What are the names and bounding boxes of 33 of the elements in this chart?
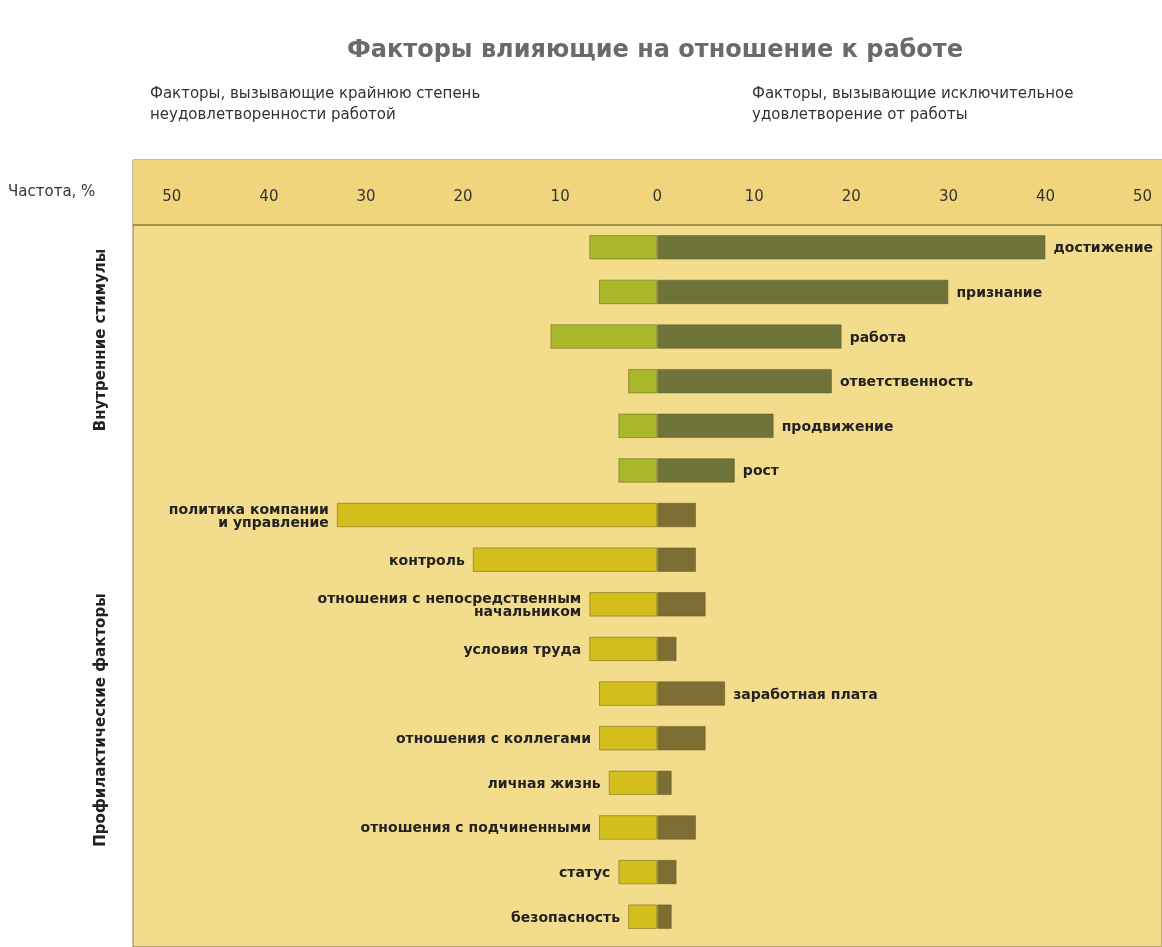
y-tick-label: отношения с коллегами — [395, 730, 591, 747]
chart-title: Факторы влияющие на отношение к работе — [346, 35, 964, 63]
x-tick-label: 20 — [453, 186, 473, 205]
y-tick-label: отношения с подчиненными — [360, 819, 591, 836]
text: Факторы, вызывающие исключительное удовлетворение от работы — [752, 83, 1074, 123]
x-tick-label: 50 — [162, 186, 182, 205]
x-tick-label: 50 — [1133, 186, 1153, 205]
y-tick-label: политика компании и управление — [168, 500, 329, 530]
y-tick-label: условия труда — [463, 640, 582, 657]
x-axis-title: Частота, % — [8, 181, 96, 200]
x-tick-label: 40 — [1035, 186, 1056, 205]
x-tick-label: 30 — [356, 186, 376, 205]
y-tick-label: рост — [742, 462, 780, 479]
y-tick-label: заработная плата — [733, 685, 878, 702]
x-tick-label: 40 — [259, 186, 279, 205]
x-tick-label: 20 — [841, 186, 861, 205]
x-tick-label: 0 — [652, 186, 662, 205]
y-tick-label: признание — [956, 283, 1043, 300]
text: Профилактические факторы — [91, 593, 109, 847]
text: Внутренние стимулы — [91, 248, 109, 432]
y-tick-label: продвижение — [781, 417, 894, 434]
y-tick-label: статус — [558, 864, 611, 881]
y-tick-label: контроль — [389, 551, 465, 568]
y-tick-label: личная жизнь — [487, 774, 601, 791]
y-tick-label: достижение — [1053, 239, 1154, 256]
y-tick-label: ответственность — [839, 373, 974, 390]
y-tick-label: безопасность — [511, 908, 621, 925]
x-tick-label: 30 — [938, 186, 958, 205]
x-tick-label: 10 — [744, 186, 764, 205]
text: Факторы, вызывающие крайнюю степень неудовлетворенности работой — [150, 83, 481, 123]
x-tick-label: 10 — [550, 186, 570, 205]
y-tick-label: отношения с непосредственным начальником — [317, 589, 582, 619]
y-tick-label: работа — [849, 328, 907, 345]
